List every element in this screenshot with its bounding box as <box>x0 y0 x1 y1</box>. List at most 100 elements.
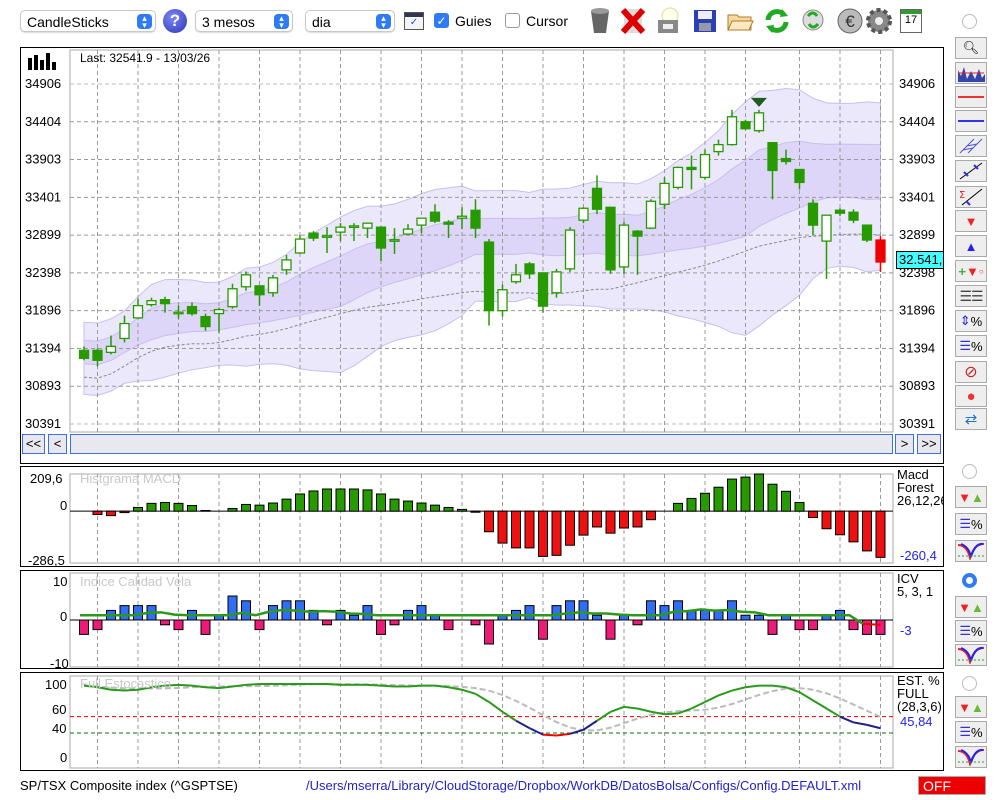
stoch-k-segment <box>488 701 504 713</box>
candle-body <box>186 305 198 315</box>
arrow-up-icon: ▲ <box>971 699 984 715</box>
stoch-k-segment <box>367 683 382 687</box>
macd-bar <box>713 486 724 512</box>
stoch-percent-button[interactable]: ☰% <box>955 721 987 743</box>
candle-body <box>321 235 333 238</box>
channel-button[interactable] <box>955 135 987 157</box>
macd-bar <box>619 510 629 529</box>
current-price-value: 32.541,9 <box>899 252 943 267</box>
macd-bar <box>551 510 562 556</box>
icv-bar <box>362 605 373 621</box>
macd-bar <box>362 489 373 512</box>
bar-chart-icon[interactable] <box>27 52 57 70</box>
help-icon[interactable]: ? <box>163 9 187 33</box>
sync-money-icon[interactable] <box>798 6 828 36</box>
red-line-button[interactable] <box>955 86 987 108</box>
add-signal-button[interactable]: + ▼ ○ <box>955 260 987 282</box>
period-select[interactable]: 3 mesos ▴ ▾ <box>195 10 293 32</box>
date-axis-scrollbar[interactable] <box>70 434 893 454</box>
macd-bar <box>524 510 535 549</box>
price-tick-right: 31394 <box>899 340 935 355</box>
trendline-icon <box>959 162 983 180</box>
stoch-curve-button[interactable] <box>955 746 987 768</box>
stoch-signals-button[interactable]: ▼ ▲ <box>955 696 987 718</box>
sync-button[interactable]: ⇄ <box>955 408 987 430</box>
gear-icon[interactable] <box>864 6 894 36</box>
refresh-icon[interactable] <box>762 6 792 36</box>
icv-bar <box>767 619 778 635</box>
lines-icon: ☰ <box>959 516 972 531</box>
main-chart-radio[interactable] <box>962 14 977 29</box>
nav-prev-button[interactable]: < <box>48 434 67 454</box>
stoch-40-label: 40 <box>52 721 67 736</box>
euro-icon[interactable]: € <box>835 6 865 36</box>
icv-bar <box>335 609 346 621</box>
off-toggle-button[interactable]: OFF <box>918 776 986 795</box>
buy-signal-button[interactable]: ▲ <box>955 235 987 257</box>
nav-first-button[interactable]: << <box>22 434 45 454</box>
icv-bar <box>646 600 656 621</box>
icv-zero-label: 0 <box>60 609 68 624</box>
nav-last-button[interactable]: >> <box>917 434 941 454</box>
icv-panel[interactable] <box>20 570 944 669</box>
icv-percent-button[interactable]: ☰% <box>955 620 987 642</box>
chart-type-select[interactable]: CandleSticks ▴ ▾ <box>20 10 156 32</box>
icv-bar <box>173 619 184 631</box>
svg-text:€: € <box>845 12 855 31</box>
candle-body <box>807 202 819 226</box>
candle-body <box>456 215 468 219</box>
clear-button[interactable]: ⊘ <box>955 361 987 383</box>
stoch-d-line <box>83 682 881 732</box>
record-button[interactable]: ● <box>955 385 987 407</box>
macd-panel[interactable] <box>20 466 944 567</box>
interval-select[interactable]: dia ▴ ▾ <box>305 10 395 32</box>
icv-radio[interactable] <box>962 573 977 588</box>
config-path[interactable]: /Users/mserra/Library/CloudStorage/Dropb… <box>306 778 862 793</box>
candle-body <box>402 228 414 235</box>
stochastic-panel[interactable] <box>20 672 944 771</box>
stoch-radio[interactable] <box>962 676 977 691</box>
volume-chart-icon <box>958 67 985 82</box>
stoch-legend: EST. % FULL (28,3,6) <box>897 674 942 713</box>
macd-radio[interactable] <box>962 464 977 479</box>
icv-curve-button[interactable] <box>955 644 987 666</box>
nav-next-button[interactable]: > <box>895 434 914 454</box>
candle-body <box>767 142 778 172</box>
arrow-down-icon: ▼ <box>958 489 971 505</box>
delete-x-icon[interactable] <box>618 6 648 36</box>
macd-signals-button[interactable]: ▼ ▲ <box>955 486 987 508</box>
candle-body <box>200 315 211 328</box>
icv-bar <box>227 595 238 621</box>
icv-signals-button[interactable]: ▼ ▲ <box>955 596 987 618</box>
print-icon[interactable] <box>653 6 683 36</box>
stoch-k-segment <box>191 684 206 689</box>
icv-bar <box>740 614 751 621</box>
sum-trendline-button[interactable]: Σ <box>955 186 987 208</box>
grid-lines-button[interactable]: ☰☰ <box>955 285 987 307</box>
guides-checkbox[interactable]: ✓ <box>434 13 449 28</box>
percent-lines-button[interactable]: ☰% <box>955 335 987 357</box>
crossing-curves-icon <box>957 646 985 664</box>
icv-bar <box>416 605 427 621</box>
stoch-k-segment <box>610 705 625 713</box>
sell-signal-button[interactable]: ▼ <box>955 210 987 232</box>
zoom-button[interactable]: 🔍︎ <box>955 37 987 59</box>
stoch-k-segment <box>245 683 260 686</box>
cursor-checkbox[interactable] <box>505 13 520 28</box>
stoch-k-segment <box>110 688 125 692</box>
open-folder-icon[interactable] <box>725 6 755 36</box>
percent-range-button[interactable]: ⇕% <box>955 310 987 332</box>
trash-icon[interactable] <box>585 6 615 36</box>
chart-window-icon[interactable]: ✓ <box>404 12 424 30</box>
trendline-button[interactable] <box>955 160 987 182</box>
icv-bar <box>119 605 130 621</box>
interval-value: dia <box>312 14 331 30</box>
blue-line-button[interactable] <box>955 110 987 132</box>
macd-curve-button[interactable] <box>955 540 987 562</box>
stoch-k-segment <box>556 732 571 737</box>
calendar-icon[interactable]: 17 <box>900 9 922 33</box>
macd-percent-button[interactable]: ☰% <box>955 513 987 535</box>
save-icon[interactable] <box>690 6 720 36</box>
volume-overlay-button[interactable] <box>955 62 987 84</box>
stoch-k-segment <box>798 691 814 702</box>
